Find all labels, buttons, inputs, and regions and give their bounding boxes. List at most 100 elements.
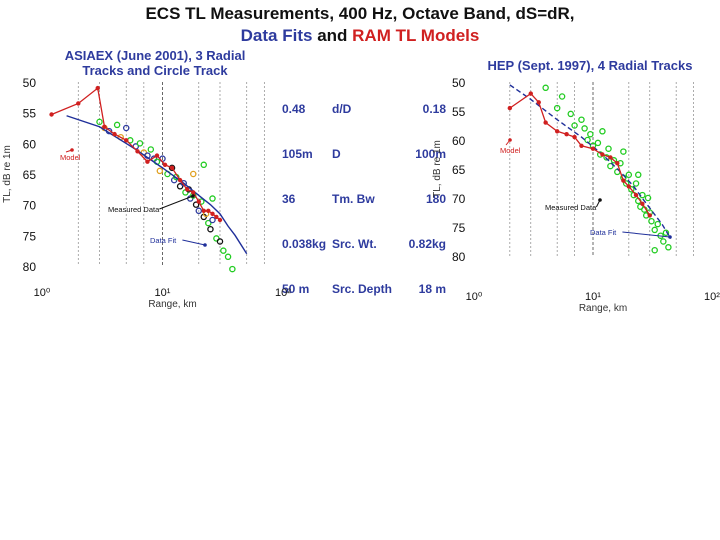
data-point [567, 110, 574, 118]
data-point [542, 84, 549, 92]
data-point [224, 253, 232, 261]
data-point [654, 220, 661, 228]
data-point [622, 180, 630, 187]
data-point [662, 229, 670, 237]
params-col-3: 0.18 100m 180 0.82kg 18 m [396, 72, 446, 327]
main-title: ECS TL Measurements, 400 Hz, Octave Band… [145, 4, 575, 23]
y-tick-label: 50 [23, 76, 37, 90]
data-point [200, 161, 208, 169]
model-point [184, 187, 190, 192]
data-point [192, 201, 200, 208]
y-tick-label: 55 [23, 107, 37, 121]
param-value: 0.18 [422, 102, 446, 116]
model-point [633, 192, 639, 198]
param-value: 0.48 [282, 102, 306, 116]
model-point [572, 134, 577, 140]
annotation-arrowhead [70, 148, 74, 152]
left-chart: 50 55 60 65 70 75 80 10⁰ 10¹ 10² Range, km TL, dB r… [2, 76, 291, 310]
data-point [147, 146, 155, 153]
y-tick-label: 70 [452, 192, 466, 206]
annotation-arrow [622, 231, 671, 238]
data-point [136, 140, 144, 147]
model-point [196, 199, 201, 204]
model-point [626, 184, 632, 189]
data-point [209, 195, 216, 202]
data-point [587, 130, 594, 138]
subtitle-ram-models: RAM TL Models [352, 26, 480, 45]
y-axis-title: TL, dB re 1m [2, 145, 13, 203]
model-point [615, 161, 620, 166]
annotation-label: Model [60, 153, 81, 162]
data-point [610, 157, 618, 164]
y-axis-title: TL, dB re 1m [432, 140, 443, 198]
x-tick-label: 10¹ [585, 291, 601, 303]
fit-line [509, 84, 672, 239]
model-point [640, 201, 645, 206]
data-point [96, 118, 103, 126]
data-point [628, 186, 635, 193]
param-value: 50 m [282, 282, 310, 296]
model-point [162, 162, 168, 167]
data-point [113, 121, 121, 129]
data-point [651, 246, 658, 254]
params-col-2: d/D D Tm. Bw Src. Wt. Src. Depth [332, 72, 402, 327]
data-point [634, 171, 642, 179]
data-point [578, 116, 585, 123]
model-point [608, 155, 613, 160]
data-point [195, 207, 203, 215]
data-point [581, 125, 588, 132]
y-tick-label: 65 [23, 168, 37, 182]
model-point [600, 152, 605, 157]
param-value: 36 [282, 192, 296, 206]
annotation-arrowhead [668, 235, 672, 239]
params-col-1: 0.48 105m 36 0.038kg 50 m [282, 72, 332, 327]
model-point [579, 143, 584, 148]
data-point [220, 247, 227, 254]
model-point [145, 159, 150, 164]
param-value: 0.038kg [282, 237, 327, 251]
model-point [191, 190, 196, 195]
param-value: 0.82kg [408, 237, 446, 251]
y-tick-label: 55 [452, 105, 466, 119]
data-point [632, 180, 640, 187]
data-point [216, 238, 224, 245]
subtitle-data-fits: Data Fits [240, 26, 313, 45]
model-point [76, 101, 81, 106]
left-chart-title: ASIAEX (June 2001), 3 Radial Tracks and … [64, 48, 246, 78]
param-value: 100m [415, 147, 446, 161]
data-point [229, 265, 236, 273]
subtitle-and: and [317, 26, 348, 45]
data-point [605, 145, 612, 152]
model-point [590, 146, 596, 151]
x-axis-title: Range, km [579, 303, 627, 314]
model-point [135, 149, 140, 154]
y-tick-label: 60 [452, 134, 466, 148]
model-point [206, 208, 211, 213]
model-point [112, 131, 117, 137]
data-point [168, 164, 176, 172]
data-point [644, 194, 652, 202]
fit-line [66, 115, 248, 255]
data-point [553, 104, 561, 112]
param-value: 18 m [418, 282, 446, 296]
y-tick-label: 60 [23, 137, 37, 151]
model-point [647, 213, 652, 218]
annotation-arrowhead [191, 194, 195, 198]
y-tick-label: 75 [23, 229, 37, 243]
model-point [217, 217, 223, 223]
model-point [507, 105, 513, 111]
model-point [201, 208, 206, 213]
right-chart: 50 55 60 65 70 75 80 10⁰ 10¹ 10² Range, km TL, dB r… [432, 76, 720, 314]
y-tick-label: 80 [452, 250, 466, 264]
model-point [536, 100, 541, 105]
param-label: Src. Wt. [332, 237, 377, 251]
data-point [122, 124, 130, 132]
y-tick-label: 50 [452, 76, 466, 90]
y-tick-label: 65 [452, 163, 466, 177]
model-point [124, 138, 129, 143]
data-point [207, 225, 214, 233]
data-point [209, 216, 216, 224]
x-axis-title: Range, km [148, 299, 196, 310]
data-point [205, 219, 212, 227]
x-tick-label: 10⁰ [34, 287, 51, 299]
